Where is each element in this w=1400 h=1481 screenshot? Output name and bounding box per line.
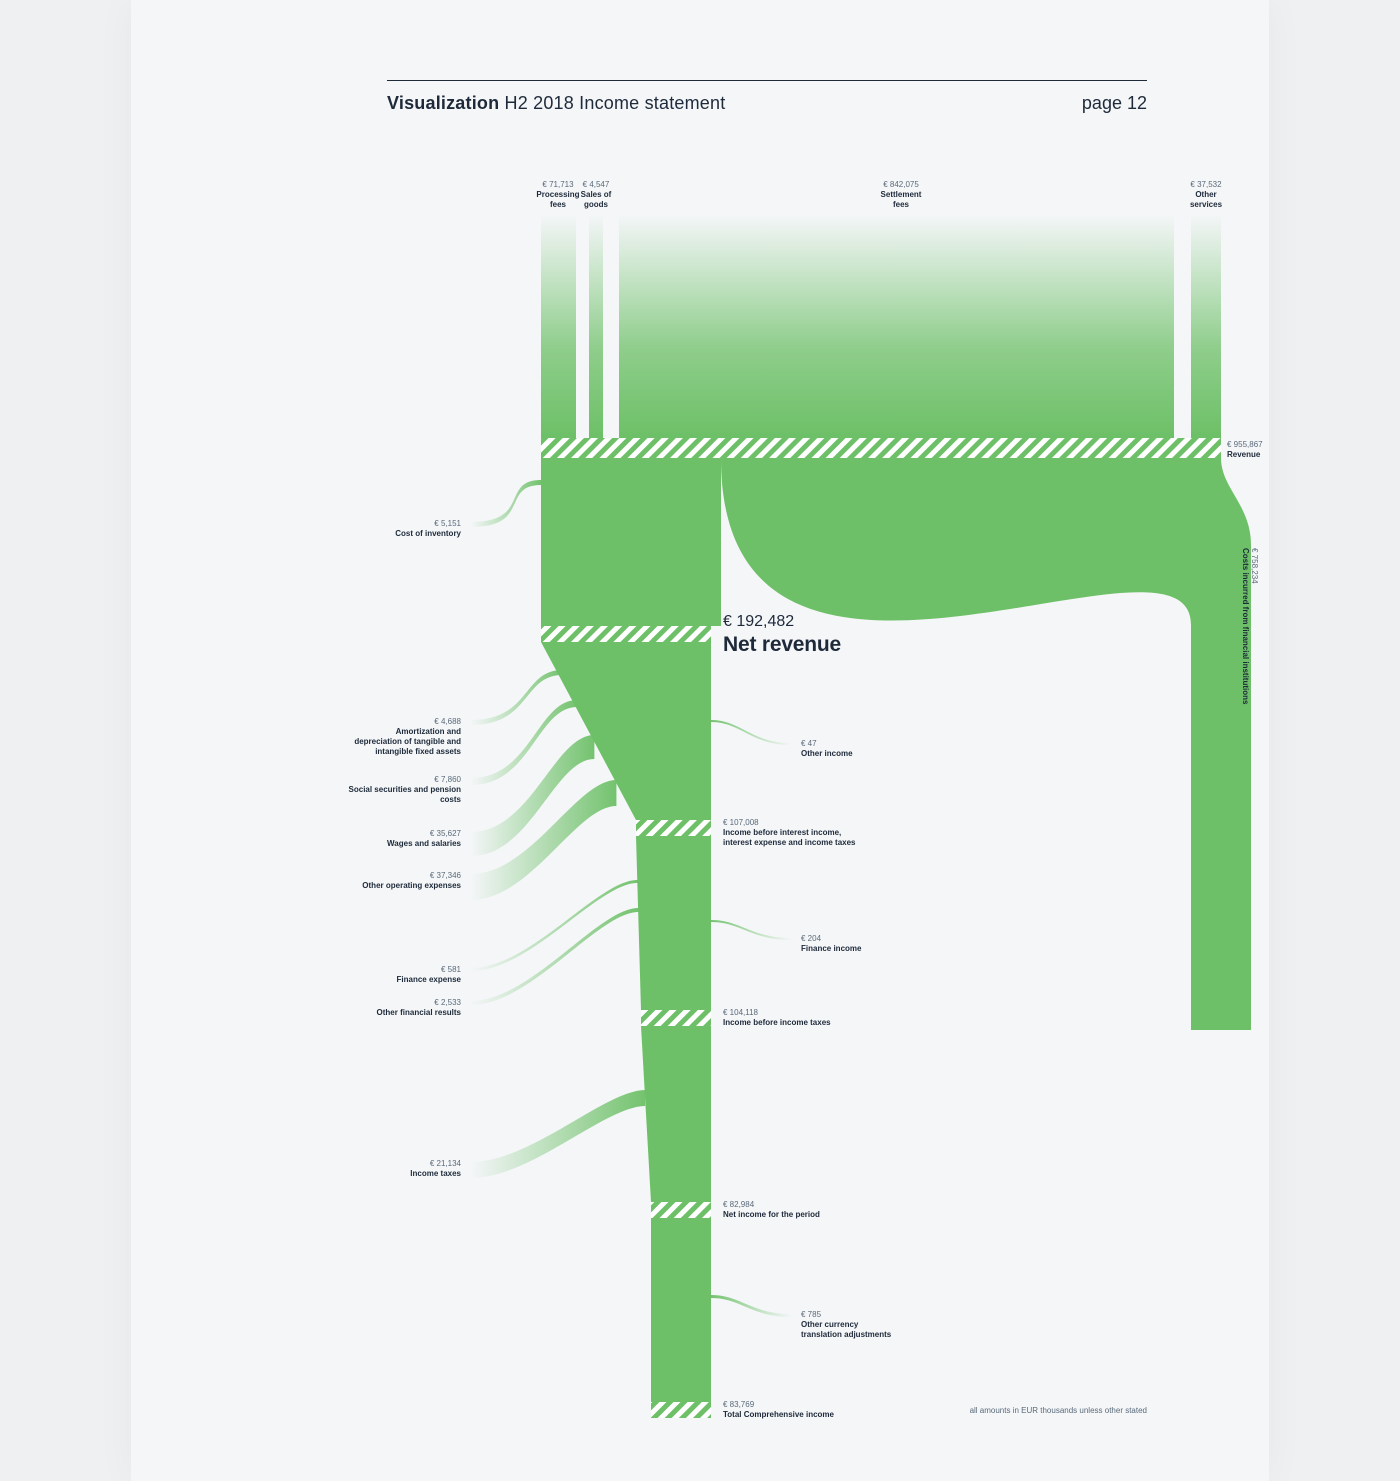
inflow-label-other_services: € 37,532Otherservices [1161, 180, 1251, 210]
label-wages_salaries: € 35,627Wages and salaries [271, 829, 461, 849]
label-other_op_expenses: € 37,346Other operating expenses [271, 871, 461, 891]
footnote: all amounts in EUR thousands unless othe… [970, 1406, 1147, 1415]
label-costs-fi: € 758,234Costs incurred from financial i… [1241, 548, 1259, 704]
label-other_fin_results: € 2,533Other financial results [271, 998, 461, 1018]
label-cost_of_inventory: € 5,151Cost of inventory [271, 519, 461, 539]
label-other_income: € 47Other income [801, 739, 1001, 759]
report-page: Visualization H2 2018 Income statement p… [131, 0, 1269, 1481]
label-income_taxes: € 21,134Income taxes [271, 1159, 461, 1179]
label-finance_income: € 204Finance income [801, 934, 1001, 954]
label-income_before_interest: € 107,008Income before interest income,i… [723, 818, 983, 848]
label-finance_expense: € 581Finance expense [271, 965, 461, 985]
inflow-label-settlement_fees: € 842,075Settlementfees [856, 180, 946, 210]
label-net_revenue: € 192,482Net revenue [723, 612, 983, 658]
label-income_before_taxes: € 104,118Income before income taxes [723, 1008, 983, 1028]
label-social_securities: € 7,860Social securities and pensioncost… [271, 775, 461, 805]
inflow-label-sales_of_goods: € 4,547Sales ofgoods [551, 180, 641, 210]
label-revenue: € 955,867Revenue [1227, 440, 1269, 460]
label-total_comprehensive: € 83,769Total Comprehensive income [723, 1400, 983, 1420]
label-translation_adj: € 785Other currencytranslation adjustmen… [801, 1310, 1001, 1340]
label-net_income_period: € 82,984Net income for the period [723, 1200, 983, 1220]
label-amortization: € 4,688Amortization anddepreciation of t… [271, 717, 461, 757]
